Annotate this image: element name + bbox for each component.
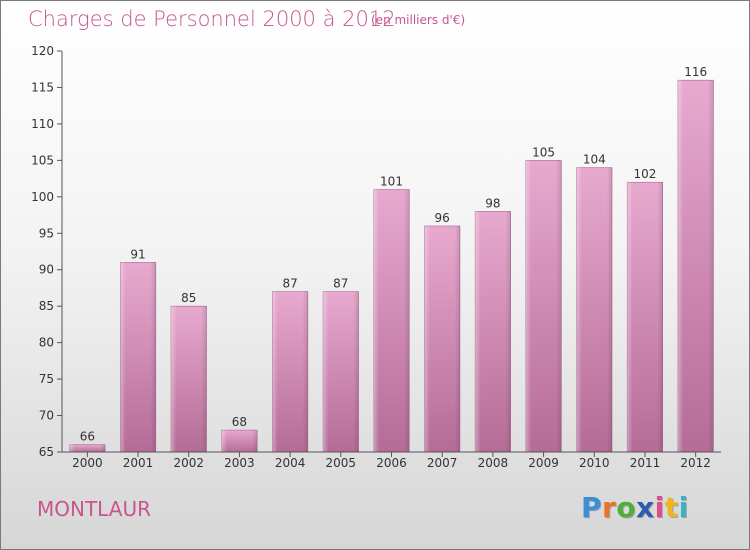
bar-shade-2006 — [373, 189, 410, 452]
y-tick-label: 110 — [31, 117, 54, 131]
x-tick-label: 2005 — [326, 456, 357, 470]
x-tick-label: 2007 — [427, 456, 458, 470]
y-tick-label: 115 — [31, 80, 54, 94]
y-tick-label: 80 — [39, 336, 54, 350]
x-tick-label: 2009 — [528, 456, 559, 470]
bar-shade-2001 — [120, 262, 156, 452]
bar-value-label: 85 — [181, 291, 196, 305]
chart-title: Charges de Personnel 2000 à 2012 — [28, 7, 396, 31]
bar-value-label: 104 — [583, 153, 606, 167]
bar-shade-2010 — [576, 167, 613, 452]
x-tick-label: 2002 — [173, 456, 204, 470]
bar-value-label: 101 — [380, 175, 403, 189]
bar-value-label: 68 — [232, 415, 247, 429]
x-tick-label: 2001 — [123, 456, 154, 470]
bar-value-label: 98 — [485, 196, 500, 210]
bar-shade-2005 — [323, 291, 359, 452]
chart-subtitle: (en milliers d'€) — [371, 13, 466, 27]
y-tick-label: 85 — [39, 299, 54, 313]
x-tick-label: 2000 — [72, 456, 103, 470]
x-tick-label: 2008 — [478, 456, 509, 470]
bar-value-label: 87 — [282, 277, 297, 291]
y-tick-label: 95 — [39, 226, 54, 240]
y-tick-label: 75 — [39, 372, 54, 386]
bar-shade-2011 — [627, 182, 663, 452]
bar-shade-2004 — [272, 291, 308, 452]
bars-group: 66 91 85 68 87 87 101 96 98 105 104 102 116 — [69, 65, 714, 453]
bar-shade-2007 — [424, 225, 460, 452]
x-tick-label: 2004 — [275, 456, 306, 470]
x-tick-label: 2006 — [376, 456, 407, 470]
commune-name: MONTLAUR — [37, 497, 151, 521]
y-tick-label: 100 — [31, 190, 54, 204]
bar-value-label: 102 — [634, 167, 657, 181]
bar-value-label: 116 — [684, 65, 707, 79]
y-tick-label: 65 — [39, 445, 54, 459]
bar-shade-2009 — [525, 160, 562, 452]
x-tick-label: 2003 — [224, 456, 255, 470]
bar-value-label: 87 — [333, 277, 348, 291]
y-tick-label: 90 — [39, 263, 54, 277]
bar-shade-2000 — [69, 444, 106, 452]
x-axis: 2000 2001 2002 2003 2004 2005 2006 2007 2008 2009… — [62, 451, 721, 470]
x-tick-label: 2011 — [630, 456, 661, 470]
bar-shade-2002 — [170, 306, 207, 452]
bar-value-label: 96 — [435, 211, 450, 225]
proxiti-logo: Proxiti — [581, 491, 689, 524]
x-tick-label: 2012 — [680, 456, 711, 470]
bar-value-label: 66 — [80, 430, 95, 444]
x-tick-label: 2010 — [579, 456, 610, 470]
y-tick-label: 105 — [31, 153, 54, 167]
bar-value-label: 105 — [532, 145, 555, 159]
bar-value-label: 91 — [130, 247, 145, 261]
y-axis: 65 70 75 80 85 90 95 100 105 110 115 120 — [31, 44, 63, 459]
bar-shade-2012 — [677, 80, 714, 452]
y-tick-label: 70 — [39, 409, 54, 423]
bar-shade-2003 — [221, 430, 258, 452]
y-tick-label: 120 — [31, 44, 54, 58]
bar-shade-2008 — [475, 211, 511, 452]
